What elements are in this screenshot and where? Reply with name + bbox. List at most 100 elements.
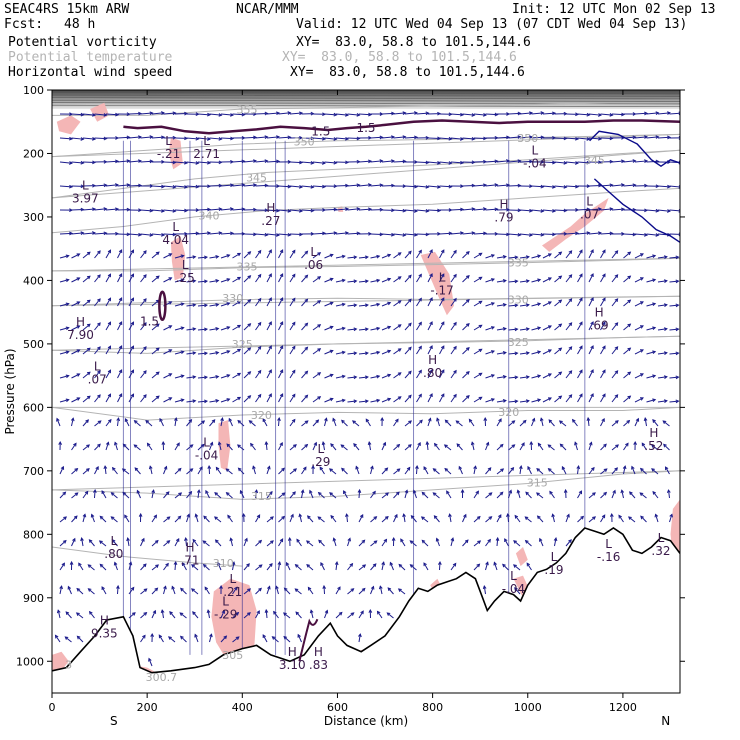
wind-vector-head — [387, 587, 392, 592]
wind-vector — [600, 297, 606, 307]
wind-vector-head — [420, 516, 425, 520]
wind-vector — [266, 249, 272, 259]
wind-vector-head — [398, 563, 403, 568]
wind-vector-head — [586, 416, 591, 421]
wind-vector-head — [353, 255, 358, 260]
wind-vector — [232, 324, 241, 331]
wind-vector — [669, 352, 679, 355]
wind-vector — [514, 587, 521, 595]
wind-vector — [621, 490, 624, 499]
wind-vector — [524, 516, 532, 523]
wind-vector-head — [247, 612, 251, 616]
wind-vector — [140, 394, 147, 403]
wind-vector-head — [87, 588, 92, 592]
wind-vector — [94, 346, 101, 355]
wind-vector — [404, 467, 411, 475]
wind-vector — [462, 395, 470, 403]
wind-vector — [335, 113, 348, 116]
wind-vector — [278, 273, 284, 283]
wind-vector-head — [154, 539, 159, 544]
wind-vector — [513, 540, 521, 547]
wind-vector — [427, 369, 433, 379]
wind-vector — [381, 278, 391, 283]
wind-vector-head — [631, 465, 635, 470]
stratosphere-contour — [52, 92, 680, 95]
wind-vector-head — [476, 563, 481, 568]
wind-vector-head — [493, 561, 497, 566]
wind-vector — [71, 253, 80, 259]
wind-vector-head — [537, 398, 542, 403]
wind-vector — [403, 514, 406, 523]
wind-vector-head — [478, 372, 483, 377]
wind-vector-head — [299, 111, 304, 116]
hl-marker-value: .71 — [180, 553, 199, 567]
wind-vector-head — [537, 350, 542, 355]
wind-vector-head — [341, 302, 346, 307]
wind-vector-head — [602, 249, 606, 254]
hl-marker-value: -.04 — [502, 582, 525, 596]
model-title: SEAC4RS 15km ARW — [4, 2, 130, 17]
wind-vector — [393, 112, 406, 115]
wind-vector-head — [87, 564, 92, 568]
wind-vector — [450, 232, 463, 235]
wind-vector — [634, 160, 647, 163]
wind-vector-head — [130, 393, 135, 398]
wind-vector-head — [276, 111, 281, 116]
wind-vector — [71, 161, 84, 164]
wind-vector-head — [237, 372, 242, 377]
wind-vector-head — [227, 514, 231, 519]
hl-marker-letter: L — [317, 442, 324, 456]
wind-vector — [91, 514, 95, 523]
wind-vector — [381, 516, 389, 523]
wind-vector-head — [529, 159, 534, 164]
wind-vector — [416, 209, 429, 212]
wind-vector — [151, 185, 165, 188]
wind-vector — [255, 370, 262, 379]
init-time: Init: 12 UTC Mon 02 Sep 13 — [512, 2, 716, 17]
wind-vector — [640, 468, 647, 475]
wind-vector-head — [257, 297, 262, 302]
wind-vector — [237, 444, 245, 451]
wind-vector-head — [429, 249, 433, 254]
wind-vector-head — [514, 255, 519, 260]
wind-vector — [151, 515, 157, 523]
wind-vector — [255, 322, 262, 331]
wind-vector-head — [491, 398, 495, 402]
wind-vector-head — [491, 350, 495, 354]
wind-vector — [588, 369, 594, 379]
wind-vector-head — [184, 208, 189, 213]
wind-vector — [485, 539, 491, 547]
hl-marker-value: 7.90 — [67, 328, 94, 342]
wind-vector-head — [130, 249, 135, 254]
wind-vector — [347, 256, 357, 259]
wind-vector-head — [537, 374, 542, 379]
wind-vector — [82, 468, 90, 475]
wind-vector-head — [563, 208, 568, 213]
wind-vector — [243, 160, 256, 163]
wind-vector-head — [425, 208, 430, 213]
wind-vector-head — [205, 489, 209, 494]
wind-vector-head — [247, 323, 252, 327]
wind-vector-head — [173, 560, 178, 565]
wind-vector-head — [92, 160, 97, 165]
wind-vector — [94, 443, 101, 451]
wind-vector — [220, 418, 223, 427]
wind-vector-head — [500, 468, 505, 472]
wind-vector — [122, 492, 130, 499]
wind-vector — [209, 419, 216, 427]
wind-vector-head — [527, 465, 531, 470]
wind-vector-head — [268, 249, 272, 254]
wind-vector-head — [639, 349, 644, 353]
wind-vector-head — [370, 465, 374, 470]
wind-vector-head — [516, 489, 521, 494]
wind-vector — [358, 489, 361, 499]
wind-vector-head — [86, 371, 91, 376]
wind-vector — [191, 564, 199, 571]
wind-vector-head — [287, 232, 292, 237]
wind-vector-head — [204, 255, 209, 260]
wind-vector — [496, 136, 510, 139]
wind-vector-head — [215, 351, 220, 355]
wind-vector-head — [143, 588, 148, 592]
wind-vector-head — [241, 112, 246, 117]
wind-vector-head — [80, 160, 85, 165]
